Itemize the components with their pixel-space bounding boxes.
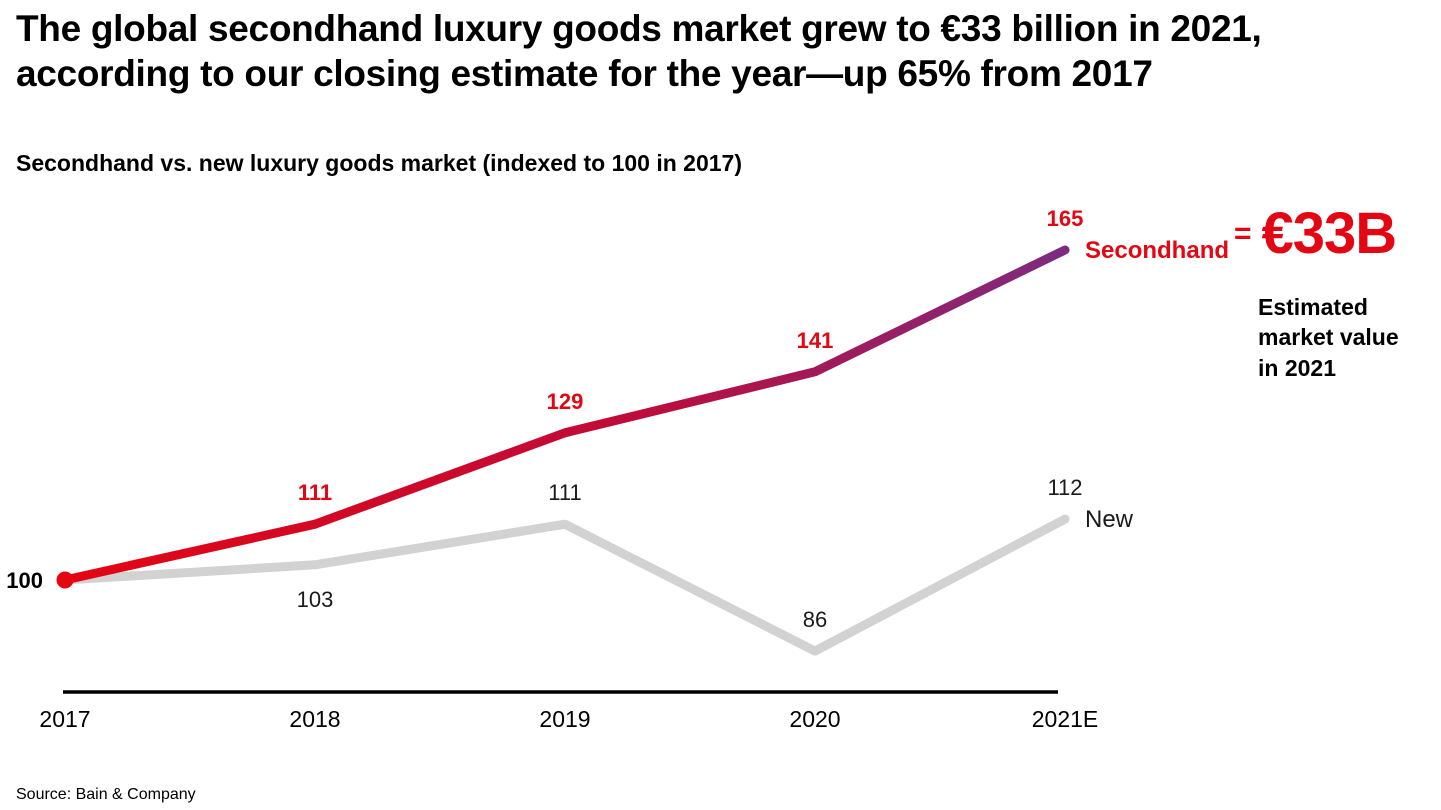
new-data-label: 86 bbox=[803, 607, 827, 632]
market-value: €33B bbox=[1261, 201, 1398, 266]
page-title: The global secondhand luxury goods marke… bbox=[16, 8, 1262, 95]
secondhand-data-label: 100 bbox=[6, 568, 43, 593]
x-axis-label: 2018 bbox=[289, 706, 340, 732]
x-axis-label: 2021E bbox=[1032, 706, 1099, 732]
secondhand-line bbox=[60, 245, 1070, 585]
secondhand-series-label: Secondhand bbox=[1085, 237, 1229, 264]
new-line bbox=[60, 514, 1070, 656]
x-axis-label: 2019 bbox=[539, 706, 590, 732]
market-value-caption: Estimated market value in 2021 bbox=[1258, 294, 1399, 381]
new-data-label: 103 bbox=[297, 587, 334, 612]
secondhand-start-dot bbox=[56, 571, 74, 589]
secondhand-data-label: 141 bbox=[797, 328, 834, 353]
new-data-label: 111 bbox=[548, 480, 581, 505]
secondhand-data-label: 111 bbox=[298, 480, 332, 505]
new-series-label: New bbox=[1085, 506, 1134, 533]
x-axis-label: 2017 bbox=[39, 706, 90, 732]
chart-subtitle: Secondhand vs. new luxury goods market (… bbox=[16, 150, 742, 176]
source-note: Source: Bain & Company bbox=[16, 786, 196, 803]
market-value-annotation: = €33B bbox=[1234, 200, 1398, 267]
secondhand-data-label: 129 bbox=[547, 389, 584, 414]
equals-sign: = bbox=[1234, 216, 1252, 250]
new-data-label: 112 bbox=[1047, 475, 1082, 500]
secondhand-data-label: 165 bbox=[1047, 206, 1084, 231]
x-axis-label: 2020 bbox=[789, 706, 840, 732]
